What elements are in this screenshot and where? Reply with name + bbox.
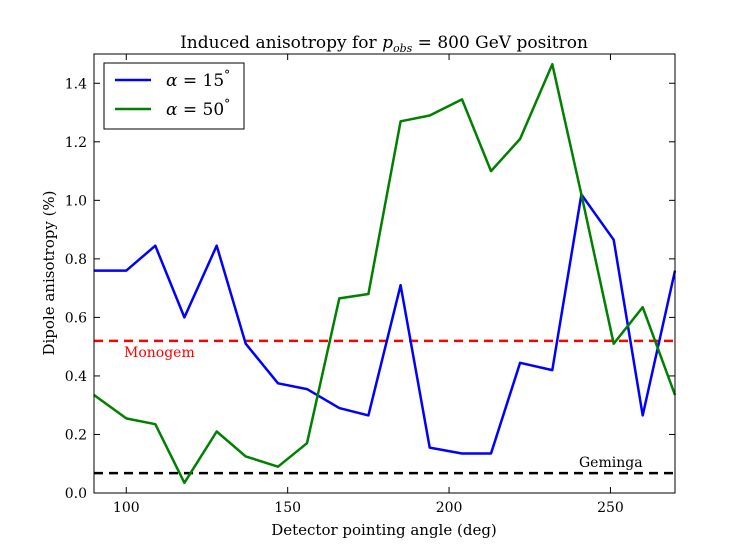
legend-label-alpha15: α = 15°	[166, 68, 230, 91]
plot-frame	[93, 53, 676, 494]
legend: α = 15° α = 50°	[103, 62, 245, 130]
monogem-label: Monogem	[124, 345, 195, 361]
x-tick-label: 250	[597, 500, 624, 516]
series-line-1	[93, 62, 677, 485]
series-line-0	[94, 193, 677, 455]
y-tick-label: 1.4	[65, 76, 87, 92]
y-tick-label: 0.8	[65, 252, 87, 268]
legend-box	[103, 62, 245, 130]
y-tick-label: 0.2	[65, 427, 87, 443]
y-axis: 0.0 0.2 0.4 0.6 0.8 1.0 1.2 1.4	[65, 76, 675, 502]
chart-title: Induced anisotropy for pobs = 800 GeV po…	[180, 33, 588, 55]
y-tick-label: 1.0	[65, 193, 87, 209]
y-tick-label: 1.2	[65, 135, 87, 151]
y-axis-label: Dipole anisotropy (%)	[40, 190, 58, 355]
x-tick-label: 200	[436, 500, 463, 516]
x-tick-label: 100	[113, 500, 140, 516]
x-tick-label: 150	[274, 500, 301, 516]
x-axis-label: Detector pointing angle (deg)	[271, 521, 497, 539]
series-lines	[93, 62, 677, 485]
y-tick-label: 0.6	[65, 310, 87, 326]
legend-label-alpha50: α = 50°	[166, 97, 230, 120]
y-tick-label: 0.0	[65, 486, 87, 502]
y-tick-label: 0.4	[65, 369, 87, 385]
x-axis: 100 150 200 250	[113, 54, 624, 516]
geminga-label: Geminga	[579, 455, 643, 471]
